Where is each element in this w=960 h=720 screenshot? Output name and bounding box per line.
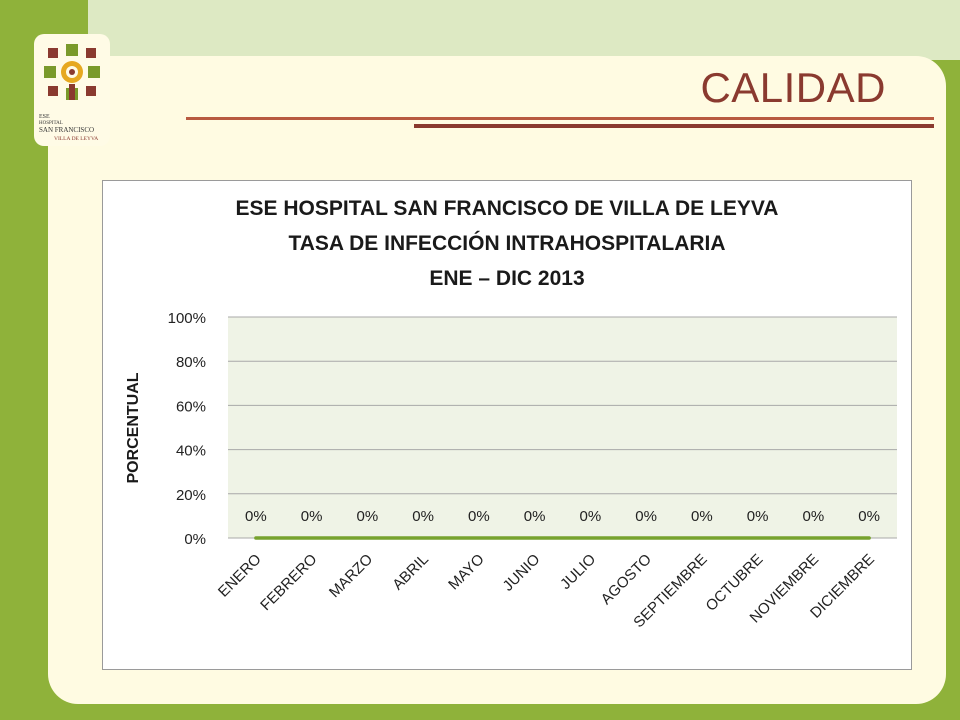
y-tick-label-5: 100%: [168, 310, 206, 327]
plot-area: [228, 317, 897, 538]
title-underline-bottom: [414, 124, 934, 128]
data-label-4: 0%: [468, 508, 490, 525]
y-tick-label-3: 60%: [176, 398, 206, 415]
x-tick-label-6: JULIO: [557, 551, 599, 593]
data-label-5: 0%: [524, 508, 546, 525]
data-label-2: 0%: [357, 508, 379, 525]
svg-text:SAN FRANCISCO: SAN FRANCISCO: [39, 126, 94, 134]
title-underline-top: [186, 117, 934, 120]
x-tick-label-0: ENERO: [215, 551, 265, 601]
data-label-11: 0%: [858, 508, 880, 525]
x-tick-label-4: MAYO: [445, 551, 487, 593]
hospital-logo: ESE HOSPITAL SAN FRANCISCO VILLA DE LEYV…: [34, 34, 110, 146]
chart-title-line-3: ENE – DIC 2013: [429, 267, 585, 290]
svg-text:ESE: ESE: [39, 114, 50, 120]
y-tick-label-4: 80%: [176, 354, 206, 371]
svg-text:HOSPITAL: HOSPITAL: [39, 121, 63, 126]
data-label-6: 0%: [580, 508, 602, 525]
chart-title-line-2: TASA DE INFECCIÓN INTRAHOSPITALARIA: [288, 232, 726, 255]
data-label-8: 0%: [691, 508, 713, 525]
svg-text:VILLA DE LEYVA: VILLA DE LEYVA: [54, 136, 98, 142]
data-label-10: 0%: [803, 508, 825, 525]
x-tick-label-1: FEBRERO: [257, 551, 320, 614]
data-label-0: 0%: [245, 508, 267, 525]
x-tick-label-5: JUNIO: [500, 551, 544, 595]
data-label-1: 0%: [301, 508, 323, 525]
y-tick-label-2: 40%: [176, 443, 206, 460]
x-tick-label-2: MARZO: [326, 551, 376, 601]
data-label-7: 0%: [635, 508, 657, 525]
data-label-9: 0%: [747, 508, 769, 525]
y-tick-label-1: 20%: [176, 487, 206, 504]
slide-title: CALIDAD: [700, 64, 886, 111]
x-tick-label-3: ABRIL: [389, 551, 432, 594]
hospital-logo-emblem: ESE HOSPITAL SAN FRANCISCO VILLA DE LEYV…: [39, 44, 100, 142]
top-light-band: [88, 0, 960, 60]
data-label-3: 0%: [412, 508, 434, 525]
chart-title-line-1: ESE HOSPITAL SAN FRANCISCO DE VILLA DE L…: [235, 197, 779, 220]
x-tick-label-7: AGOSTO: [598, 551, 655, 608]
y-tick-label-0: 0%: [184, 531, 206, 548]
